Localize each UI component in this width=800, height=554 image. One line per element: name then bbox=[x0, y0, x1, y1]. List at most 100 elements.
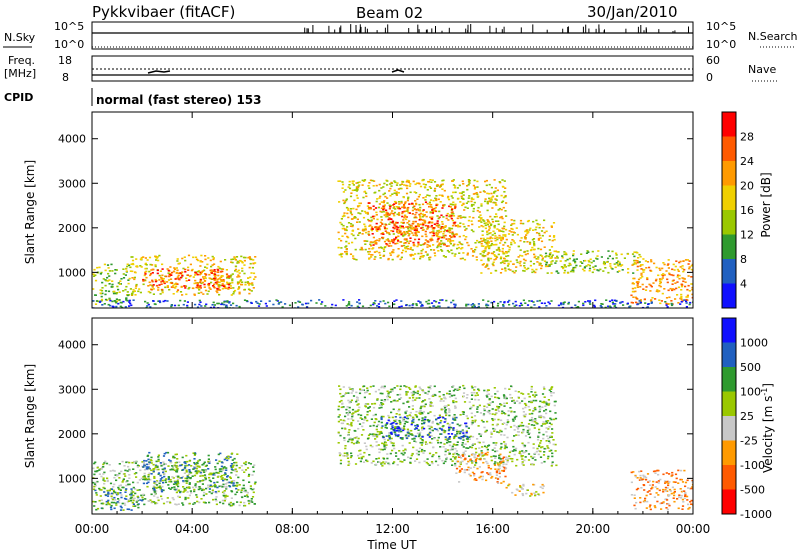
velocity-echo-cell bbox=[419, 431, 422, 434]
power-echo-cell bbox=[415, 211, 418, 214]
power-echo-cell bbox=[690, 265, 693, 267]
power-echo-cell bbox=[346, 226, 349, 228]
velocity-echo-cell bbox=[453, 414, 456, 416]
power-echo-cell bbox=[499, 262, 503, 264]
velocity-echo-cell bbox=[202, 469, 205, 471]
velocity-echo-cell bbox=[391, 390, 394, 392]
power-echo-cell bbox=[383, 227, 387, 229]
power-echo-cell bbox=[360, 248, 363, 250]
power-echo-cell bbox=[411, 304, 414, 306]
power-echo-cell bbox=[547, 301, 550, 303]
power-echo-cell bbox=[540, 255, 544, 257]
power-echo-cell bbox=[278, 301, 281, 304]
power-echo-cell bbox=[252, 262, 255, 265]
power-echo-cell bbox=[388, 233, 391, 236]
power-echo-cell bbox=[618, 270, 621, 272]
power-echo-cell bbox=[342, 214, 346, 217]
power-echo-cell bbox=[217, 278, 220, 280]
velocity-echo-cell bbox=[451, 445, 454, 448]
velocity-echo-cell bbox=[406, 433, 409, 436]
velocity-echo-cell bbox=[359, 389, 362, 392]
velocity-echo-cell bbox=[493, 463, 496, 465]
power-echo-cell bbox=[592, 260, 595, 262]
power-echo-cell bbox=[487, 267, 490, 270]
velocity-echo-cell bbox=[193, 490, 196, 493]
velocity-echo-cell bbox=[526, 431, 529, 434]
velocity-echo-cell bbox=[238, 484, 241, 486]
velocity-echo-cell bbox=[155, 484, 159, 486]
power-echo-cell bbox=[345, 206, 349, 209]
power-echo-cell bbox=[361, 210, 364, 212]
velocity-echo-cell bbox=[122, 479, 125, 482]
power-echo-cell bbox=[205, 273, 208, 276]
power-echo-cell bbox=[160, 281, 163, 283]
velocity-echo-cell bbox=[116, 474, 119, 477]
cpid-text: normal (fast stereo) 153 bbox=[96, 93, 262, 107]
velocity-echo-cell bbox=[149, 459, 152, 461]
power-echo-cell bbox=[430, 181, 433, 183]
velocity-echo-cell bbox=[378, 451, 381, 454]
power-echo-cell bbox=[686, 296, 689, 298]
velocity-echo-cell bbox=[496, 396, 499, 399]
velocity-echo-cell bbox=[418, 397, 421, 399]
power-echo-cell bbox=[454, 203, 457, 206]
power-echo-cell bbox=[551, 260, 554, 262]
power-echo-cell bbox=[461, 243, 464, 246]
power-echo-cell bbox=[151, 268, 154, 271]
power-echo-cell bbox=[406, 240, 409, 243]
power-echo-cell bbox=[411, 223, 414, 225]
velocity-echo-cell bbox=[433, 414, 436, 417]
velocity-echo-cell bbox=[448, 396, 452, 398]
velocity-echo-cell bbox=[124, 469, 127, 472]
velocity-echo-cell bbox=[147, 481, 150, 484]
power-echo-cell bbox=[341, 215, 344, 218]
power-echo-cell bbox=[545, 305, 548, 307]
power-echo-cell bbox=[435, 204, 438, 207]
power-echo-cell bbox=[170, 274, 173, 276]
velocity-echo-cell bbox=[512, 445, 515, 448]
power-echo-cell bbox=[418, 193, 421, 196]
power-echo-cell bbox=[161, 289, 164, 292]
velocity-echo-cell bbox=[234, 484, 237, 487]
power-echo-cell bbox=[407, 197, 410, 200]
power-echo-cell bbox=[454, 225, 457, 227]
velocity-echo-cell bbox=[148, 472, 151, 475]
power-echo-cell bbox=[363, 179, 367, 181]
velocity-echo-cell bbox=[517, 426, 520, 429]
power-echo-cell bbox=[536, 261, 539, 263]
power-echo-cell bbox=[646, 306, 649, 308]
velocity-echo-cell bbox=[102, 502, 105, 505]
power-echo-cell bbox=[447, 240, 450, 242]
power-echo-cell bbox=[390, 185, 393, 187]
power-echo-cell bbox=[108, 270, 111, 272]
power-echo-cell bbox=[359, 248, 362, 251]
power-echo-cell bbox=[550, 256, 553, 258]
velocity-echo-cell bbox=[399, 388, 402, 391]
velocity-echo-cell bbox=[513, 402, 516, 404]
power-echo-cell bbox=[397, 248, 400, 250]
power-echo-cell bbox=[560, 302, 563, 304]
power-echo-cell bbox=[550, 246, 554, 248]
power-echo-cell bbox=[561, 256, 564, 259]
velocity-echo-cell bbox=[456, 423, 459, 426]
power-echo-cell bbox=[456, 217, 459, 220]
power-echo-cell bbox=[404, 201, 407, 203]
power-echo-cell bbox=[447, 230, 450, 233]
velocity-echo-cell bbox=[380, 403, 383, 406]
power-echo-cell bbox=[404, 215, 407, 218]
power-echo-cell bbox=[500, 238, 503, 240]
power-echo-cell bbox=[251, 284, 254, 286]
power-echo-cell bbox=[177, 272, 180, 274]
power-echo-cell bbox=[395, 194, 398, 196]
velocity-echo-cell bbox=[226, 459, 229, 462]
velocity-echo-cell bbox=[531, 420, 534, 423]
velocity-echo-cell bbox=[215, 503, 218, 506]
power-echo-cell bbox=[185, 277, 188, 280]
velocity-echo-cell bbox=[252, 491, 255, 494]
velocity-echo-cell bbox=[404, 411, 407, 414]
power-echo-cell bbox=[347, 236, 350, 239]
power-echo-cell bbox=[610, 267, 613, 269]
power-echo-cell bbox=[548, 302, 551, 305]
power-echo-cell bbox=[442, 204, 445, 207]
power-echo-cell bbox=[421, 303, 424, 306]
